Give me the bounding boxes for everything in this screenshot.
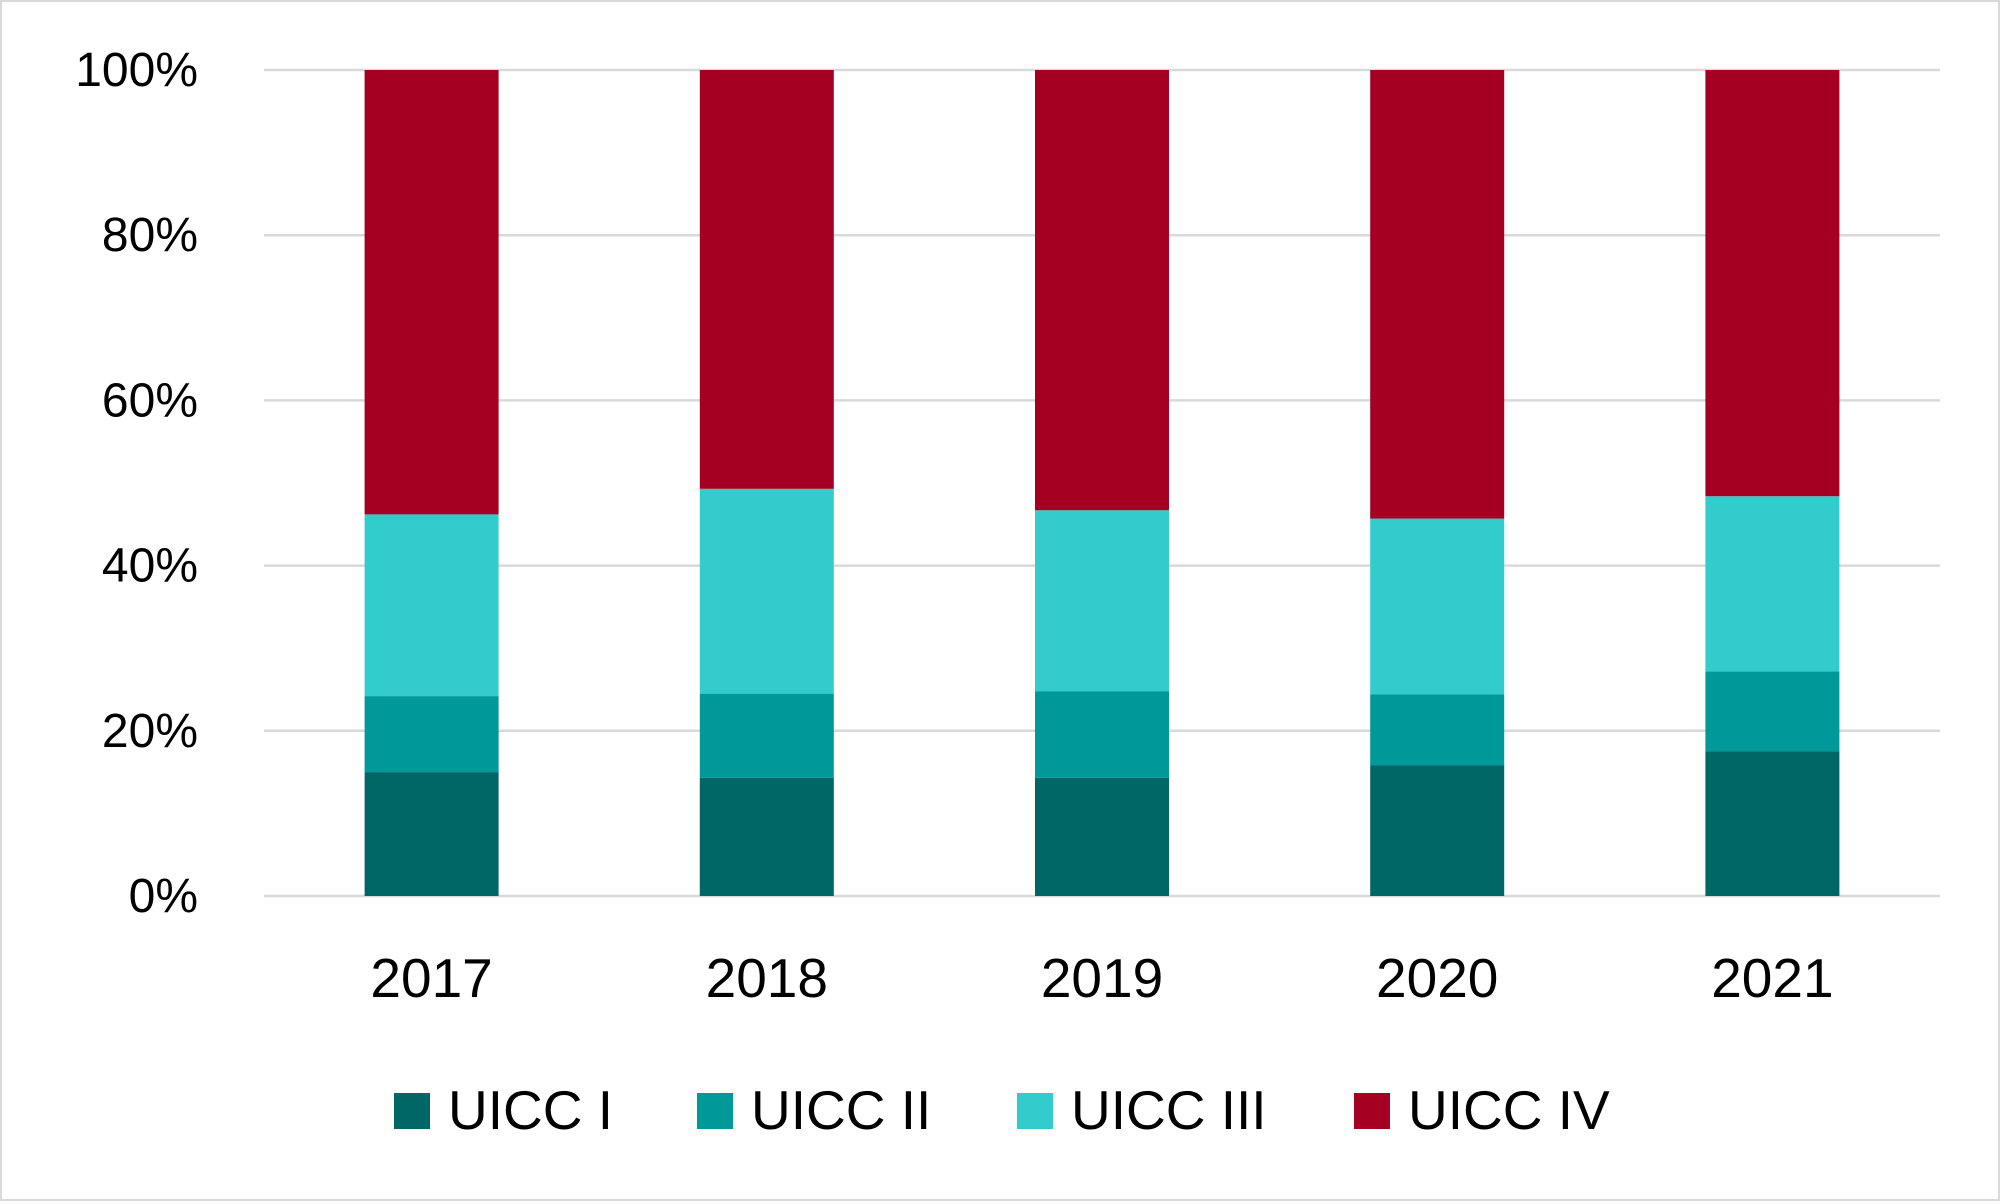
legend-label: UICC III: [1071, 1079, 1267, 1141]
y-axis-ticks: 0% 20% 40% 60% 80% 100%: [75, 44, 198, 923]
legend: UICC I UICC II UICC III UICC IV: [394, 1079, 1610, 1141]
bar-2020-series-3: [1370, 70, 1505, 519]
y-tick-label: 60%: [102, 374, 198, 427]
bar-2017-series-1: [364, 696, 499, 773]
bar-2021-series-3: [1705, 70, 1840, 497]
y-tick-label: 20%: [102, 705, 198, 758]
bar-2018-series-2: [699, 488, 834, 694]
bar-2019-series-0: [1035, 777, 1169, 896]
bar-2018-series-3: [699, 70, 834, 489]
bar-2019-series-2: [1035, 510, 1169, 692]
bar-2020-series-0: [1370, 765, 1505, 896]
x-tick-label: 2018: [706, 947, 828, 1009]
bar-2017-series-2: [364, 514, 499, 697]
y-tick-label: 100%: [75, 44, 198, 97]
bar-2019-series-3: [1035, 70, 1169, 511]
x-tick-label: 2021: [1711, 947, 1833, 1009]
legend-label: UICC II: [751, 1079, 931, 1141]
bar-2021-series-2: [1705, 496, 1840, 672]
x-tick-label: 2020: [1376, 947, 1498, 1009]
bar-2018-series-0: [699, 777, 834, 896]
legend-swatch: [394, 1093, 430, 1129]
bar-2018-series-1: [699, 693, 834, 778]
bar-2017-series-0: [364, 772, 499, 896]
legend-swatch: [1354, 1093, 1390, 1129]
x-tick-label: 2019: [1041, 947, 1163, 1009]
x-axis-ticks: 2017 2018 2019 2020 2021: [370, 947, 1833, 1009]
bar-2017-series-3: [364, 70, 499, 515]
legend-swatch: [697, 1093, 733, 1129]
legend-label: UICC I: [448, 1079, 613, 1141]
legend-label: UICC IV: [1408, 1079, 1610, 1141]
legend-swatch: [1017, 1093, 1053, 1129]
bars: [364, 70, 1840, 896]
y-tick-label: 80%: [102, 209, 198, 262]
bar-2021-series-1: [1705, 671, 1840, 752]
y-tick-label: 0%: [129, 870, 198, 923]
bar-2020-series-2: [1370, 518, 1505, 695]
bar-2021-series-0: [1705, 751, 1840, 896]
x-tick-label: 2017: [370, 947, 492, 1009]
y-tick-label: 40%: [102, 540, 198, 593]
bar-2020-series-1: [1370, 694, 1505, 766]
bar-2019-series-1: [1035, 691, 1169, 778]
